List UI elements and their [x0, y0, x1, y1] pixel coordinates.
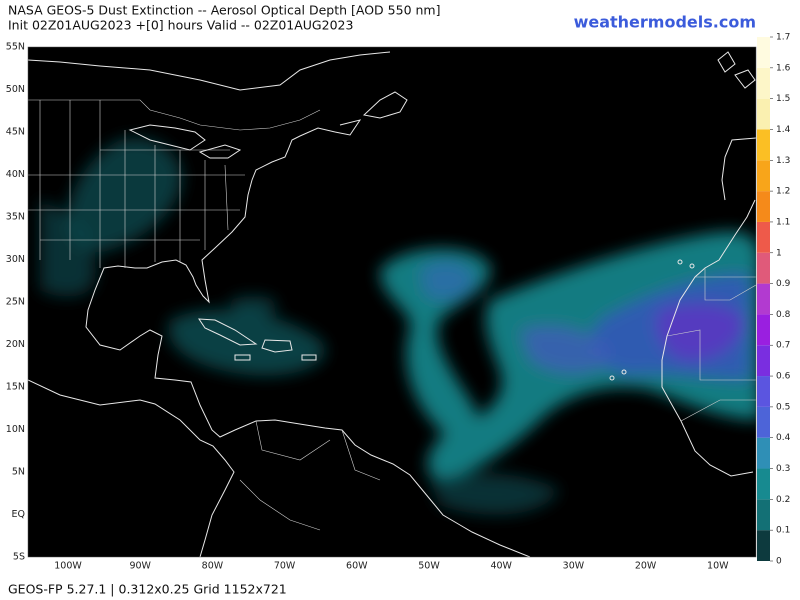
colorbar-segment	[757, 160, 770, 192]
lat-label: 10N	[6, 424, 25, 435]
brand[interactable]: weathermodels.com	[574, 13, 756, 32]
subtitle: Init 02Z01AUG2023 +[0] hours Valid -- 02…	[8, 18, 353, 33]
lat-label: 50N	[6, 84, 25, 95]
lat-label: 15N	[6, 382, 25, 393]
lat-label: 45N	[6, 127, 25, 138]
title: NASA GEOS-5 Dust Extinction -- Aerosol O…	[8, 3, 440, 18]
colorbar-label: 1.7	[776, 33, 790, 43]
colorbar-label: 0.7	[776, 341, 790, 351]
lat-label: 40N	[6, 169, 25, 180]
colorbar-segment	[757, 499, 770, 531]
colorbar-label: 1.3	[776, 156, 790, 166]
colorbar-segment	[757, 37, 770, 68]
footer: GEOS-FP 5.27.1 | 0.312x0.25 Grid 1152x72…	[8, 582, 287, 597]
colorbar-segment	[757, 283, 770, 315]
lon-label: 60W	[346, 561, 368, 572]
colorbar-segment	[757, 98, 770, 130]
colorbar-label: 0.2	[776, 495, 790, 505]
colorbar-label: 1.5	[776, 94, 790, 104]
lat-label: 5N	[12, 467, 25, 478]
coastlines	[28, 51, 756, 557]
lon-label: 50W	[418, 561, 440, 572]
lon-label: 30W	[563, 561, 585, 572]
colorbar-segment	[757, 345, 770, 377]
borders	[28, 99, 756, 531]
colorbar-label: 1	[776, 248, 782, 258]
colorbar-segment	[757, 252, 770, 284]
colorbar-segment	[757, 314, 770, 346]
colorbar-segment	[757, 530, 770, 561]
lat-label: 35N	[6, 212, 25, 223]
lon-label: 40W	[490, 561, 512, 572]
lat-label: 30N	[6, 254, 25, 265]
lon-label: 80W	[202, 561, 224, 572]
lon-label: 10W	[707, 561, 729, 572]
colorbar-segment	[757, 437, 770, 469]
colorbar-segment	[757, 221, 770, 253]
colorbar-segment	[757, 129, 770, 161]
colorbar-segment	[757, 191, 770, 222]
colorbar-label: 1.4	[776, 125, 791, 135]
colorbar-label: 0.3	[776, 464, 790, 474]
lon-label: 90W	[129, 561, 151, 572]
colorbar-label: 0.1	[776, 526, 790, 536]
lat-label: 55N	[6, 42, 25, 53]
lon-label: 100W	[54, 561, 82, 572]
lat-label: 25N	[6, 297, 25, 308]
colorbar-label: 0.9	[776, 279, 791, 289]
colorbar-label: 0.6	[776, 372, 791, 382]
lon-label: 20W	[635, 561, 657, 572]
lon-label: 70W	[274, 561, 296, 572]
map-frame	[27, 46, 757, 558]
colorbar-label: 0.5	[776, 402, 790, 412]
colorbar-segment	[757, 67, 770, 99]
lat-label: 20N	[6, 339, 25, 350]
lat-label: EQ	[12, 509, 25, 520]
dust-field	[40, 138, 756, 515]
colorbar-label: 0	[776, 557, 782, 567]
colorbar-label: 0.8	[776, 310, 791, 320]
map	[28, 47, 756, 557]
colorbar-segment	[757, 376, 770, 407]
colorbar-label: 1.2	[776, 187, 790, 197]
colorbar-label: 1.6	[776, 63, 791, 73]
colorbar-label: 1.1	[776, 217, 790, 227]
lat-label: 5S	[13, 552, 25, 563]
colorbar-segment	[757, 406, 770, 438]
colorbar-label: 0.4	[776, 433, 791, 443]
colorbar-segment	[757, 468, 770, 500]
